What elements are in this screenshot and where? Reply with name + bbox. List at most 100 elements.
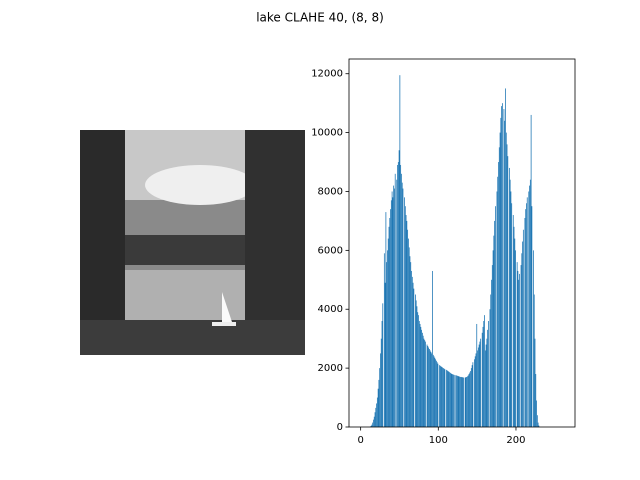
bar	[538, 425, 540, 427]
bar	[497, 176, 499, 427]
bar	[376, 397, 378, 427]
bar	[500, 117, 502, 427]
bar	[456, 375, 458, 427]
bar	[424, 340, 426, 427]
bar	[433, 356, 435, 427]
bar	[432, 354, 434, 427]
bar	[453, 374, 455, 427]
bar	[535, 374, 537, 427]
bar	[374, 412, 376, 427]
bar	[427, 346, 429, 427]
bar	[419, 323, 421, 427]
bar	[531, 206, 533, 427]
bar	[461, 377, 463, 427]
axes-frame	[348, 58, 576, 428]
bar	[442, 367, 443, 427]
bar	[423, 338, 425, 427]
bar	[533, 294, 535, 427]
bar	[456, 375, 457, 427]
bar	[373, 419, 374, 427]
bar	[394, 173, 396, 427]
bar	[449, 372, 451, 427]
bar	[488, 321, 489, 427]
bar	[512, 215, 514, 427]
bar	[465, 377, 467, 427]
bar	[508, 167, 510, 428]
bar	[467, 376, 468, 427]
bar	[467, 375, 469, 427]
bar	[404, 197, 405, 427]
bar	[453, 374, 454, 427]
bar	[372, 422, 374, 427]
bar	[530, 114, 532, 427]
bar	[387, 238, 389, 427]
bar	[431, 353, 433, 427]
bar	[382, 303, 384, 427]
bar	[495, 206, 496, 427]
bar	[451, 374, 453, 427]
bar	[417, 312, 419, 427]
bar	[428, 347, 429, 427]
bar	[410, 262, 412, 427]
bar	[397, 164, 398, 427]
bar	[391, 191, 393, 427]
bar	[390, 209, 391, 427]
bar	[396, 179, 398, 427]
bar	[479, 341, 481, 427]
bar	[470, 368, 472, 427]
bar	[383, 253, 385, 427]
bar	[421, 329, 423, 427]
bar	[378, 379, 380, 427]
y-tick-label: 10000	[311, 128, 343, 139]
bar	[526, 197, 528, 427]
bar	[392, 197, 394, 427]
y-tick-label: 12000	[311, 69, 343, 80]
bar	[505, 132, 507, 427]
bar	[474, 359, 475, 427]
bar	[521, 253, 523, 427]
bar	[413, 288, 415, 427]
bar	[484, 315, 485, 427]
bar	[478, 344, 480, 427]
bar	[526, 203, 527, 427]
bar	[536, 400, 537, 427]
bar	[441, 366, 443, 427]
bar	[373, 416, 375, 427]
bar	[422, 335, 424, 427]
bar	[390, 200, 392, 427]
bar	[507, 156, 509, 428]
bar	[472, 362, 474, 427]
bar	[536, 415, 538, 427]
bar	[482, 326, 484, 427]
bar	[513, 226, 515, 427]
bar	[393, 185, 395, 427]
bar	[529, 179, 531, 427]
lake-image	[80, 130, 305, 355]
bar	[447, 371, 449, 427]
bar	[388, 226, 390, 427]
bar	[430, 351, 432, 427]
bar	[418, 315, 419, 427]
bar	[394, 188, 395, 427]
bar	[411, 276, 413, 427]
bar	[522, 229, 524, 427]
bar	[425, 341, 426, 427]
bar	[498, 147, 500, 427]
bar	[496, 191, 498, 427]
bar	[466, 376, 468, 427]
bar	[420, 326, 422, 427]
bar	[533, 250, 534, 427]
bar	[446, 370, 448, 427]
bar	[408, 247, 410, 427]
bar	[384, 282, 386, 427]
bar	[443, 368, 445, 427]
bar	[401, 173, 402, 427]
bar	[387, 250, 388, 427]
bar	[474, 356, 476, 427]
bar	[514, 238, 516, 427]
bar	[529, 185, 530, 427]
y-tick-label: 0	[337, 422, 343, 433]
bar	[528, 191, 530, 427]
bar	[483, 321, 485, 427]
